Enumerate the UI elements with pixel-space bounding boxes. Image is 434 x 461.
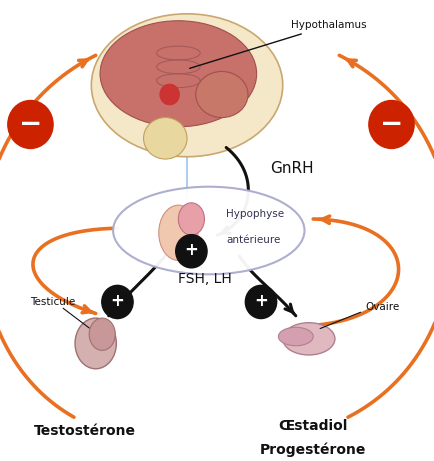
Text: −: −: [19, 110, 42, 137]
Text: +: +: [110, 292, 124, 310]
Text: Progestérone: Progestérone: [260, 442, 365, 457]
Circle shape: [160, 84, 179, 105]
Text: Ovaire: Ovaire: [365, 301, 399, 312]
Circle shape: [245, 285, 276, 319]
Text: +: +: [184, 241, 198, 260]
Circle shape: [175, 235, 207, 268]
Text: Testostérone: Testostérone: [34, 424, 135, 438]
Text: Testicule: Testicule: [30, 297, 75, 307]
Circle shape: [368, 100, 413, 148]
Ellipse shape: [89, 318, 115, 350]
Text: −: −: [379, 110, 402, 137]
Text: Hypophyse: Hypophyse: [226, 209, 284, 219]
Ellipse shape: [282, 323, 334, 355]
Ellipse shape: [158, 205, 197, 260]
Text: +: +: [253, 292, 267, 310]
Ellipse shape: [113, 187, 304, 274]
Ellipse shape: [100, 21, 256, 127]
Ellipse shape: [91, 14, 282, 157]
Ellipse shape: [278, 327, 312, 346]
Circle shape: [102, 285, 133, 319]
Ellipse shape: [143, 118, 187, 159]
Ellipse shape: [195, 71, 247, 118]
Ellipse shape: [178, 203, 204, 235]
Text: GnRH: GnRH: [269, 161, 312, 176]
Text: Œstadiol: Œstadiol: [278, 420, 347, 433]
Text: antérieure: antérieure: [226, 235, 280, 245]
Text: Hypothalamus: Hypothalamus: [189, 20, 366, 68]
Ellipse shape: [75, 318, 116, 369]
Circle shape: [8, 100, 53, 148]
Text: FSH, LH: FSH, LH: [177, 272, 231, 286]
